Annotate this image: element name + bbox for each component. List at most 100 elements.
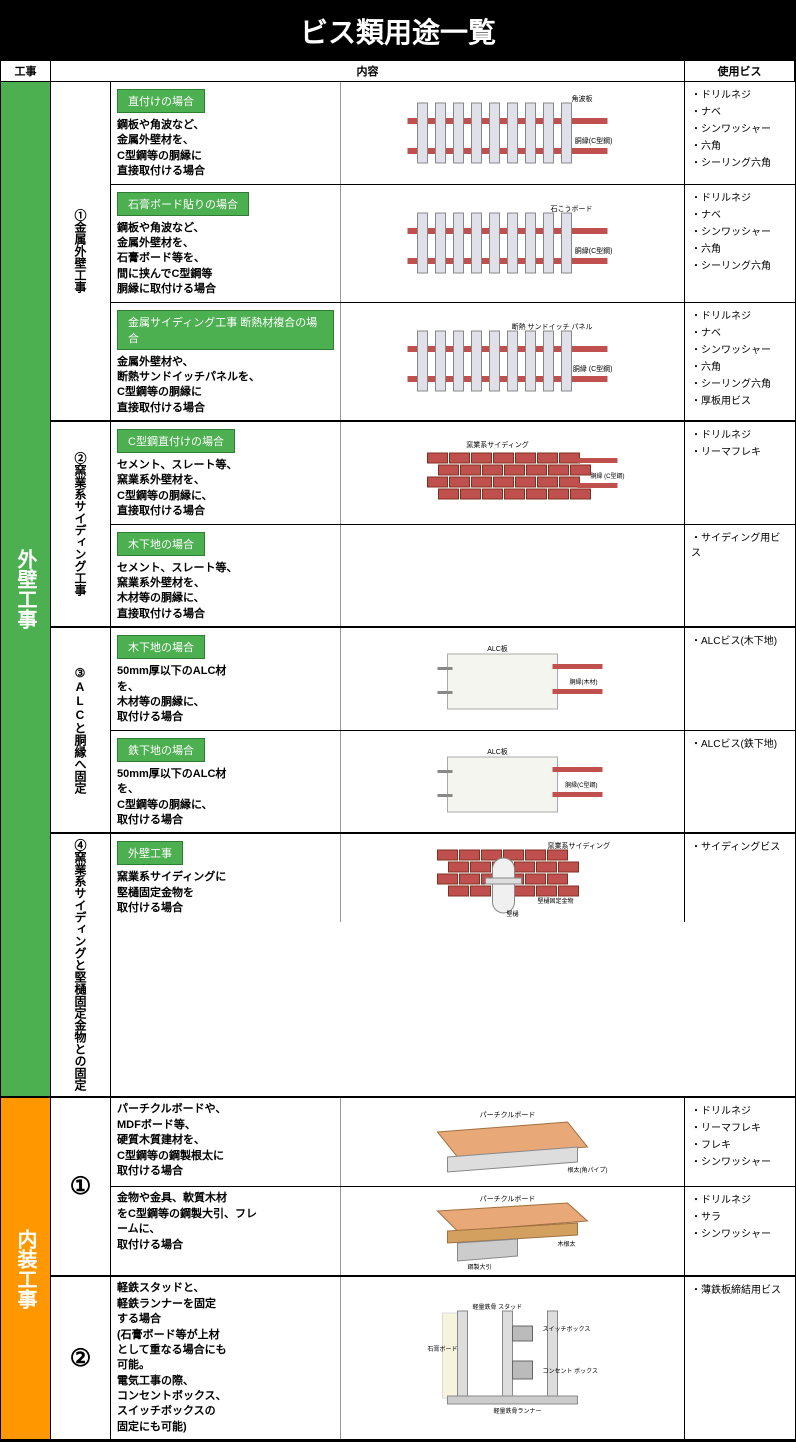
screw-list-cell: ・ALCビス(木下地) <box>685 628 795 730</box>
description-text: セメント、スレート等、 窯業系外壁材を、 木材等の胴縁に、 直接取付ける場合 <box>117 561 334 623</box>
svg-text:胴縁(C型鋼): 胴縁(C型鋼) <box>565 781 597 789</box>
diagram-cell: パーチクルボード根太(角パイプ) <box>341 1098 685 1186</box>
header-kouji: 工事 <box>1 61 51 81</box>
diagram-cell: 軽量鉄骨 スタッド スイッチボックス 石膏ボード コンセント ボックス 軽量鉄骨… <box>341 1277 685 1439</box>
screw-item: ・薄鉄板締結用ビス <box>691 1281 789 1296</box>
screw-item: ・フレキ <box>691 1136 789 1151</box>
category-label: 外壁工事 <box>1 82 51 1096</box>
screw-item: ・シンワッシャー <box>691 341 789 356</box>
subcategory-label: ①金属外壁工事 <box>51 82 111 420</box>
screw-item: ・シーリング六角 <box>691 154 789 169</box>
diagram-cell-merged <box>341 525 685 627</box>
screw-list-cell: ・ALCビス(鉄下地) <box>685 731 795 833</box>
screw-item: ・ナベ <box>691 103 789 118</box>
description-text: 金属外壁材や、 断熱サンドイッチパネルを、 C型鋼等の胴縁に 直接取付ける場合 <box>117 355 334 417</box>
diagram-cell: 断熱 サンドイッチ パネル胴縁 (C型鋼) <box>341 303 685 421</box>
screw-item: ・六角 <box>691 240 789 255</box>
svg-text:コンセント ボックス: コンセント ボックス <box>543 1367 599 1375</box>
screw-item: ・ドリルネジ <box>691 1102 789 1117</box>
svg-text:胴縁(C型鋼): 胴縁(C型鋼) <box>575 246 613 255</box>
svg-text:角波板: 角波板 <box>572 94 593 103</box>
description-cell: パーチクルボードや、 MDFボード等、 硬質木質建材を、 C型鋼等の鋼製根太に … <box>111 1098 341 1186</box>
svg-text:根太(角パイプ): 根太(角パイプ) <box>568 1166 608 1174</box>
subcategory-label: ① <box>51 1098 111 1275</box>
screw-list-cell: ・サイディング用ビス <box>685 525 795 627</box>
screw-item: ・シンワッシャー <box>691 120 789 135</box>
table-body: 外壁工事①金属外壁工事直付けの場合鋼板や角波など、 金属外壁材を、 C型鋼等の胴… <box>1 82 795 1441</box>
subcategory-label: ③ALCと胴縁へ固定 <box>51 628 111 832</box>
svg-text:木根太: 木根太 <box>558 1240 576 1248</box>
svg-text:堅樋固定金物: 堅樋固定金物 <box>538 897 574 905</box>
screw-item: ・ナベ <box>691 206 789 221</box>
diagram-cell: 窯業系サイディング堅樋固定金物堅樋 <box>341 834 685 922</box>
description-text: 50mm厚以下のALC材 を、 C型鋼等の胴縁に、 取付ける場合 <box>117 767 334 829</box>
case-pill: C型鋼直付けの場合 <box>117 429 235 453</box>
screw-item: ・厚板用ビス <box>691 392 789 407</box>
case-pill: 外壁工事 <box>117 841 183 865</box>
screw-item: ・サイディング用ビス <box>691 529 789 559</box>
screw-item: ・リーマフレキ <box>691 1119 789 1134</box>
svg-text:鋼製大引: 鋼製大引 <box>468 1263 492 1271</box>
diagram-cell: ALC板胴縁(木材) <box>341 628 685 730</box>
subcategory-label: ②窯業系サイディング工事 <box>51 422 111 626</box>
description-text: 鋼板や角波など、 金属外壁材を、 石膏ボード等を、 間に挟んでC型鋼等 胴縁に取… <box>117 221 334 298</box>
case-pill: 石膏ボード貼りの場合 <box>117 192 249 216</box>
screw-list-cell: ・ドリルネジ・サラ・シンワッシャー <box>685 1187 795 1275</box>
diagram-cell: 窯業系サイディング胴縁 (C型鋼) <box>341 422 685 524</box>
svg-text:胴縁 (C型鋼): 胴縁 (C型鋼) <box>591 472 625 480</box>
screw-list-cell: ・ドリルネジ・リーマフレキ <box>685 422 795 524</box>
screw-list-cell: ・サイディングビス <box>685 834 795 922</box>
svg-text:軽量鉄骨ランナー: 軽量鉄骨ランナー <box>493 1407 541 1415</box>
screw-item: ・ドリルネジ <box>691 307 789 322</box>
diagram-cell: ALC板胴縁(C型鋼) <box>341 731 685 833</box>
diagram-cell: 角波板胴縁(C型鋼) <box>341 82 685 184</box>
screw-item: ・シンワッシャー <box>691 1153 789 1168</box>
description-text: セメント、スレート等、 窯業系外壁材を、 C型鋼等の胴縁に、 直接取付ける場合 <box>117 458 334 520</box>
svg-text:窯業系サイディング: 窯業系サイディング <box>466 440 529 449</box>
header-naiyou: 内容 <box>51 61 685 81</box>
screw-item: ・ドリルネジ <box>691 86 789 101</box>
diagram-cell: 石こうボード胴縁(C型鋼) <box>341 185 685 302</box>
case-pill: 直付けの場合 <box>117 89 205 113</box>
screw-item: ・サラ <box>691 1208 789 1223</box>
svg-text:パーチクルボード: パーチクルボード <box>480 1195 536 1203</box>
screw-item: ・サイディングビス <box>691 838 789 853</box>
description-cell: 軽鉄スタッドと、 軽鉄ランナーを固定 する場合 (石膏ボード等が上材 として重な… <box>111 1277 341 1439</box>
screw-item: ・六角 <box>691 358 789 373</box>
screw-item: ・シンワッシャー <box>691 1225 789 1240</box>
page: ビス類用途一覧 工事 内容 使用ビス 外壁工事①金属外壁工事直付けの場合鋼板や角… <box>0 0 796 1442</box>
description-text: 50mm厚以下のALC材 を、 木材等の胴縁に、 取付ける場合 <box>117 664 334 726</box>
description-text: 軽鉄スタッドと、 軽鉄ランナーを固定 する場合 (石膏ボード等が上材 として重な… <box>117 1281 334 1435</box>
svg-text:軽量鉄骨 スタッド: 軽量鉄骨 スタッド <box>473 1303 523 1311</box>
screw-list-cell: ・ドリルネジ・ナベ・シンワッシャー・六角・シーリング六角 <box>685 82 795 184</box>
svg-text:窯業系サイディング: 窯業系サイディング <box>548 841 611 850</box>
screw-item: ・ドリルネジ <box>691 1191 789 1206</box>
svg-text:パーチクルボード: パーチクルボード <box>480 1111 536 1119</box>
case-pill: 金属サイディング工事 断熱材複合の場合 <box>117 310 334 350</box>
header-bis: 使用ビス <box>685 61 795 81</box>
svg-text:堅樋: 堅樋 <box>506 910 518 918</box>
svg-text:胴縁(C型鋼): 胴縁(C型鋼) <box>575 136 613 145</box>
screw-item: ・ALCビス(鉄下地) <box>691 735 789 750</box>
subcategory-label: ④窯業系サイディングと堅樋固定金物との固定 <box>51 834 111 1096</box>
description-cell: 金物や金具、軟質木材 をC型鋼等の鋼製大引、フレ ームに、 取付ける場合 <box>111 1187 341 1275</box>
screw-list-cell: ・ドリルネジ・ナベ・シンワッシャー・六角・シーリング六角 <box>685 185 795 302</box>
screw-item: ・リーマフレキ <box>691 443 789 458</box>
screw-list-cell: ・ドリルネジ・ナベ・シンワッシャー・六角・シーリング六角・厚板用ビス <box>685 303 795 421</box>
svg-text:ALC板: ALC板 <box>487 747 508 756</box>
description-cell: 木下地の場合50mm厚以下のALC材 を、 木材等の胴縁に、 取付ける場合 <box>111 628 341 730</box>
screw-item: ・シンワッシャー <box>691 223 789 238</box>
screw-item: ・シーリング六角 <box>691 257 789 272</box>
svg-text:石膏ボード: 石膏ボード <box>428 1345 458 1353</box>
svg-text:胴縁 (C型鋼): 胴縁 (C型鋼) <box>573 364 613 373</box>
diagram-cell: パーチクルボード鋼製大引 木根太 <box>341 1187 685 1275</box>
header-row: 工事 内容 使用ビス <box>1 61 795 82</box>
screw-item: ・ALCビス(木下地) <box>691 632 789 647</box>
screw-list-cell: ・薄鉄板締結用ビス <box>685 1277 795 1439</box>
svg-text:断熱 サンドイッチ パネル: 断熱 サンドイッチ パネル <box>512 322 593 331</box>
description-text: パーチクルボードや、 MDFボード等、 硬質木質建材を、 C型鋼等の鋼製根太に … <box>117 1102 334 1179</box>
svg-text:スイッチボックス: スイッチボックス <box>543 1325 591 1333</box>
description-text: 窯業系サイディングに 堅樋固定金物を 取付ける場合 <box>117 870 334 916</box>
svg-text:石こうボード: 石こうボード <box>551 205 593 213</box>
description-cell: 金属サイディング工事 断熱材複合の場合金属外壁材や、 断熱サンドイッチパネルを、… <box>111 303 341 421</box>
